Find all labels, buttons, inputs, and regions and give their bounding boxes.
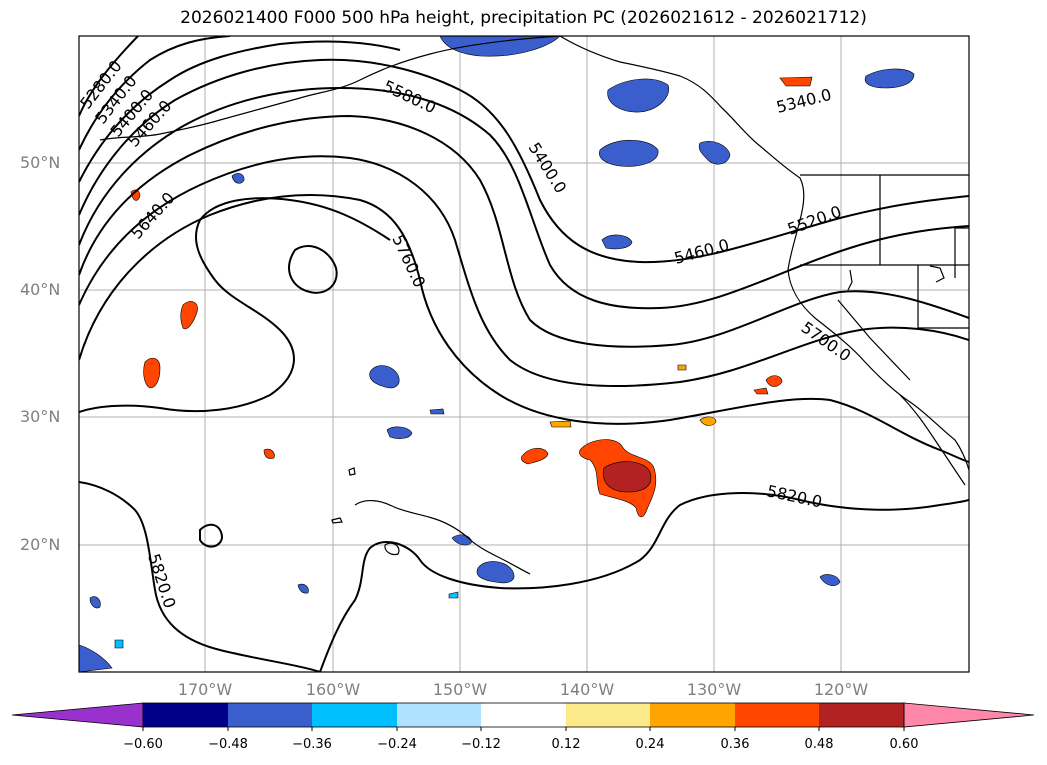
contour-label-5760: 5760.0 xyxy=(388,232,429,291)
contour-label-5700: 5700.0 xyxy=(798,318,855,366)
colorbar-tick-label: 0.48 xyxy=(804,737,834,752)
colorbar xyxy=(11,702,1035,731)
lon-label-150w: 150°W xyxy=(432,680,488,699)
lat-label-40n: 40°N xyxy=(20,280,61,299)
contour-labels: 5280.0 5340.0 5400.0 5460.0 5580.0 5640.… xyxy=(79,57,855,611)
contour-label-5820-b: 5820.0 xyxy=(144,551,179,610)
colorbar-bin xyxy=(819,703,904,727)
contour-label-5580: 5580.0 xyxy=(380,76,439,117)
contour-label-5340-b: 5340.0 xyxy=(774,85,833,117)
colorbar-bin xyxy=(228,703,312,727)
lon-label-120w: 120°W xyxy=(813,680,869,699)
colorbar-tick-label: −0.12 xyxy=(461,737,501,752)
contour-label-5460-b: 5460.0 xyxy=(672,235,731,268)
contour-label-5520: 5520.0 xyxy=(785,202,844,239)
lat-label-30n: 30°N xyxy=(20,407,61,426)
colorbar-bin xyxy=(312,703,397,727)
lon-label-170w: 170°W xyxy=(177,680,233,699)
colorbar-bin xyxy=(735,703,819,727)
colorbar-extend-high xyxy=(903,702,1035,728)
positive-precip-areas xyxy=(130,76,813,518)
colorbar-tick-label: 0.12 xyxy=(551,737,581,752)
colorbar-tick-label: −0.48 xyxy=(208,737,248,752)
colorbar-tick-label: 0.24 xyxy=(635,737,665,752)
colorbar-tick-label: 0.36 xyxy=(720,737,750,752)
colorbar-extend-low xyxy=(11,702,144,728)
negative-precip-areas xyxy=(79,36,915,672)
lon-label-160w: 160°W xyxy=(305,680,361,699)
colorbar-tick-label: −0.36 xyxy=(292,737,332,752)
colorbar-bin xyxy=(481,703,566,727)
contour-label-5820: 5820.0 xyxy=(765,481,824,511)
colorbar-bin xyxy=(566,703,650,727)
colorbar-bin xyxy=(397,703,481,727)
map-plot-area: 5280.0 5340.0 5400.0 5460.0 5580.0 5640.… xyxy=(79,36,969,672)
contour-label-5400-b: 5400.0 xyxy=(525,139,571,197)
coastlines xyxy=(99,36,969,575)
height-contours xyxy=(79,36,969,672)
lon-label-140w: 140°W xyxy=(559,680,615,699)
map-title: 2026021400 F000 500 hPa height, precipit… xyxy=(180,8,867,28)
colorbar-bin xyxy=(650,703,735,727)
colorbar-tick-label: −0.24 xyxy=(377,737,417,752)
lat-label-20n: 20°N xyxy=(20,535,61,554)
lon-label-130w: 130°W xyxy=(686,680,742,699)
map-frame xyxy=(78,35,970,673)
colorbar-bin xyxy=(143,703,228,727)
lat-label-50n: 50°N xyxy=(20,153,61,172)
colorbar-tick-label: 0.60 xyxy=(889,737,919,752)
colorbar-tick-label: −0.60 xyxy=(123,737,163,752)
